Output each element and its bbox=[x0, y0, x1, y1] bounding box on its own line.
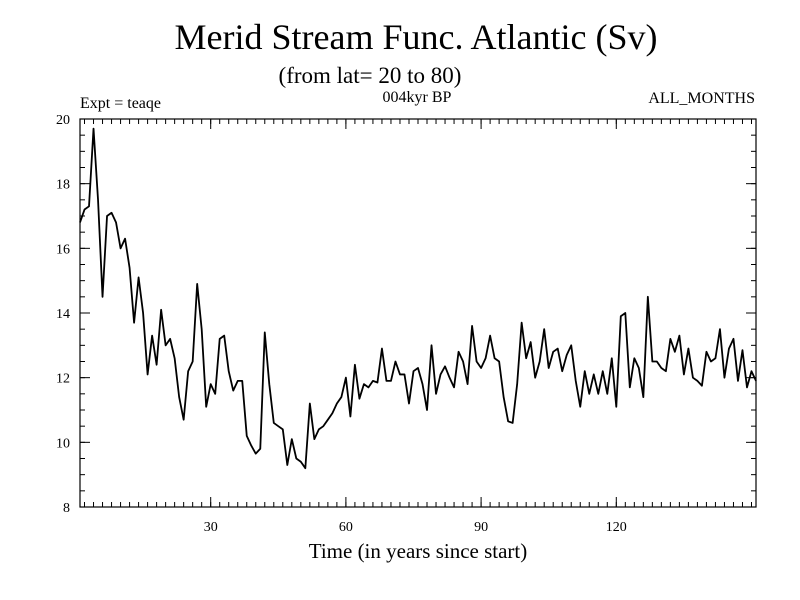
chart-title: Merid Stream Func. Atlantic (Sv) bbox=[175, 17, 658, 57]
period-label: 004kyr BP bbox=[383, 89, 452, 106]
y-tick-label: 10 bbox=[56, 436, 70, 451]
x-tick-label: 90 bbox=[474, 520, 488, 535]
x-tick-label: 60 bbox=[339, 520, 353, 535]
months-label: ALL_MONTHS bbox=[648, 90, 755, 107]
y-tick-label: 18 bbox=[56, 178, 70, 193]
y-tick-label: 12 bbox=[56, 372, 70, 387]
y-tick-label: 8 bbox=[63, 501, 70, 516]
y-tick-label: 20 bbox=[56, 113, 70, 128]
experiment-label: Expt = teaqe bbox=[80, 95, 161, 112]
series-line-teaqe bbox=[79, 127, 757, 470]
series-layer bbox=[79, 127, 757, 470]
x-tick-label: 120 bbox=[606, 520, 627, 535]
chart-subtitle: (from lat= 20 to 80) bbox=[279, 63, 462, 88]
y-tick-label: 16 bbox=[56, 242, 70, 257]
y-tick-label: 14 bbox=[56, 307, 70, 322]
x-tick-label: 30 bbox=[204, 520, 218, 535]
plot-axes: 30 60 90 120 8 10 12 14 16 18 20 bbox=[56, 113, 756, 535]
x-axis-label: Time (in years since start) bbox=[309, 539, 528, 563]
plot-frame bbox=[79, 118, 757, 508]
